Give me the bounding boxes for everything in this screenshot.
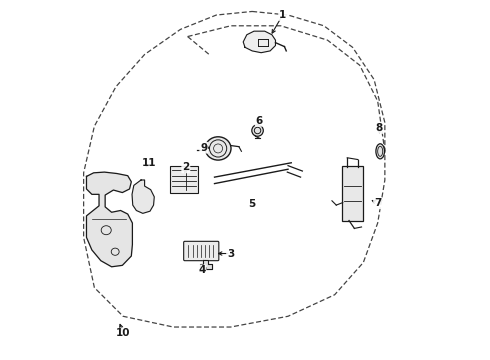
Polygon shape	[200, 260, 212, 269]
Text: 9: 9	[200, 143, 207, 153]
Text: 8: 8	[376, 123, 383, 133]
Text: 11: 11	[142, 158, 156, 168]
Text: 4: 4	[198, 265, 206, 275]
Ellipse shape	[205, 137, 231, 160]
Text: 3: 3	[227, 248, 234, 258]
Ellipse shape	[376, 144, 385, 159]
FancyBboxPatch shape	[184, 241, 219, 261]
Text: 1: 1	[279, 10, 286, 20]
Text: 10: 10	[116, 328, 130, 338]
Ellipse shape	[252, 125, 263, 136]
Polygon shape	[243, 31, 275, 53]
Text: 6: 6	[256, 116, 263, 126]
Text: 2: 2	[182, 162, 190, 172]
Polygon shape	[87, 172, 132, 267]
Text: 7: 7	[374, 198, 381, 208]
Polygon shape	[132, 180, 154, 213]
FancyBboxPatch shape	[342, 166, 363, 221]
FancyBboxPatch shape	[170, 166, 198, 193]
Text: 5: 5	[248, 199, 256, 210]
